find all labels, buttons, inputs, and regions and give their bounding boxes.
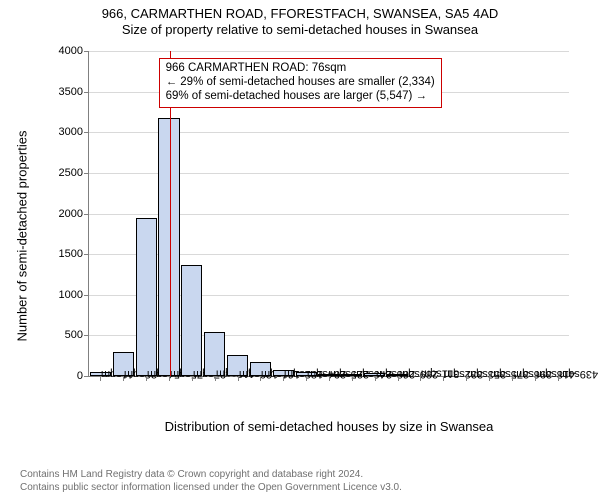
- info-box-line: 69% of semi-detached houses are larger (…: [166, 89, 435, 103]
- info-box-line: ← 29% of semi-detached houses are smalle…: [166, 75, 435, 89]
- y-tick-label: 2000: [49, 208, 83, 220]
- y-tick-mark: [84, 92, 89, 93]
- y-tick-mark: [84, 295, 89, 296]
- histogram-bar: [181, 265, 202, 376]
- y-tick-mark: [84, 132, 89, 133]
- title-line1: 966, CARMARTHEN ROAD, FFORESTFACH, SWANS…: [0, 6, 600, 22]
- y-tick-mark: [84, 376, 89, 377]
- title-line2: Size of property relative to semi-detach…: [0, 22, 600, 38]
- histogram-bar: [136, 218, 157, 376]
- plot-area: Distribution of semi-detached houses by …: [88, 51, 569, 377]
- y-tick-label: 500: [49, 329, 83, 341]
- y-tick-mark: [84, 335, 89, 336]
- x-axis-title: Distribution of semi-detached houses by …: [165, 419, 494, 434]
- y-tick-label: 2500: [49, 167, 83, 179]
- y-tick-mark: [84, 214, 89, 215]
- histogram-chart: Number of semi-detached properties Distr…: [50, 46, 580, 426]
- title-block: 966, CARMARTHEN ROAD, FFORESTFACH, SWANS…: [0, 0, 600, 39]
- footer-line2: Contains public sector information licen…: [20, 482, 402, 495]
- y-tick-label: 0: [49, 370, 83, 382]
- info-box: 966 CARMARTHEN ROAD: 76sqm← 29% of semi-…: [159, 58, 442, 108]
- info-box-line: 966 CARMARTHEN ROAD: 76sqm: [166, 61, 435, 75]
- footer: Contains HM Land Registry data © Crown c…: [20, 469, 402, 494]
- grid-line: [89, 51, 569, 52]
- footer-line1: Contains HM Land Registry data © Crown c…: [20, 469, 402, 482]
- y-tick-label: 3500: [49, 86, 83, 98]
- y-tick-mark: [84, 254, 89, 255]
- y-tick-mark: [84, 51, 89, 52]
- y-tick-label: 1000: [49, 289, 83, 301]
- y-tick-label: 3000: [49, 126, 83, 138]
- y-axis-title: Number of semi-detached properties: [15, 131, 30, 342]
- y-tick-label: 1500: [49, 248, 83, 260]
- y-tick-label: 4000: [49, 45, 83, 57]
- y-tick-mark: [84, 173, 89, 174]
- histogram-bar: [158, 118, 179, 376]
